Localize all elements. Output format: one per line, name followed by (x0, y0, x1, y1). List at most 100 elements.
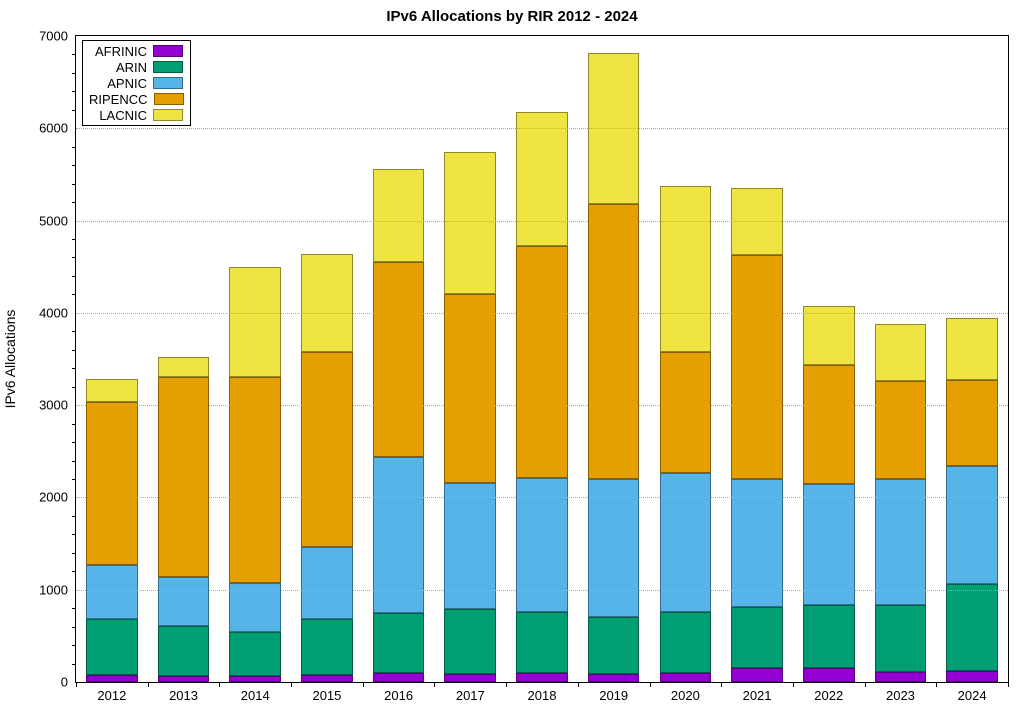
y-tick-label: 2000 (39, 490, 68, 505)
bar-segment-lacnic (301, 254, 353, 352)
minor-tick (72, 73, 76, 74)
legend-swatch-ripencc (154, 93, 184, 105)
minor-tick (72, 387, 76, 388)
minor-tick (72, 664, 76, 665)
bar-segment-afrinic (86, 675, 138, 682)
legend-row: AFRINIC (89, 43, 184, 59)
x-tick-label: 2014 (241, 688, 270, 703)
grid-line (76, 313, 1008, 314)
grid-line (76, 221, 1008, 222)
legend-row: RIPENCC (89, 91, 184, 107)
chart-title: IPv6 Allocations by RIR 2012 - 2024 (0, 8, 1024, 25)
y-axis-label: IPv6 Allocations (2, 310, 18, 409)
bar-segment-afrinic (516, 673, 568, 682)
bar-segment-apnic (158, 577, 210, 626)
y-tick-label: 0 (61, 675, 68, 690)
minor-tick (72, 276, 76, 277)
bar-segment-ripencc (373, 262, 425, 457)
bar-segment-ripencc (444, 294, 496, 482)
bar-segment-arin (373, 613, 425, 673)
minor-tick (72, 534, 76, 535)
x-tick-label: 2013 (169, 688, 198, 703)
x-tick (76, 682, 77, 687)
x-tick-label: 2024 (958, 688, 987, 703)
x-tick (865, 682, 866, 687)
bar-segment-lacnic (946, 318, 998, 380)
bar-segment-apnic (86, 565, 138, 619)
x-tick-label: 2022 (814, 688, 843, 703)
minor-tick (72, 479, 76, 480)
bar-segment-apnic (803, 484, 855, 606)
x-tick-label: 2021 (743, 688, 772, 703)
bar-segment-afrinic (373, 673, 425, 682)
bar-group (588, 53, 640, 682)
x-tick (650, 682, 651, 687)
bar-segment-arin (731, 607, 783, 668)
minor-tick (72, 54, 76, 55)
minor-tick (72, 571, 76, 572)
legend: AFRINIC ARIN APNIC RIPENCC LACNIC (82, 40, 191, 126)
minor-tick (72, 239, 76, 240)
minor-tick (72, 294, 76, 295)
x-tick-label: 2015 (312, 688, 341, 703)
legend-swatch-arin (153, 61, 183, 73)
minor-tick (72, 608, 76, 609)
x-tick-label: 2023 (886, 688, 915, 703)
grid-line (76, 405, 1008, 406)
minor-tick (72, 165, 76, 166)
legend-swatch-apnic (153, 77, 183, 89)
bar-segment-arin (158, 626, 210, 676)
bar-segment-apnic (301, 547, 353, 619)
bar-group (660, 186, 712, 682)
bar-segment-arin (803, 605, 855, 668)
bars-layer (76, 36, 1008, 682)
legend-row: LACNIC (89, 107, 184, 123)
minor-tick (72, 331, 76, 332)
bar-segment-arin (444, 609, 496, 674)
grid-line (76, 497, 1008, 498)
minor-tick (72, 461, 76, 462)
legend-label-arin: ARIN (89, 60, 147, 75)
bar-group (731, 188, 783, 682)
x-tick (219, 682, 220, 687)
plot-area: AFRINIC ARIN APNIC RIPENCC LACNIC 010002… (75, 35, 1009, 683)
x-tick (578, 682, 579, 687)
legend-row: APNIC (89, 75, 184, 91)
x-tick (148, 682, 149, 687)
x-tick (434, 682, 435, 687)
minor-tick (72, 627, 76, 628)
minor-tick (72, 350, 76, 351)
minor-tick (72, 516, 76, 517)
minor-tick (72, 91, 76, 92)
bar-group (301, 254, 353, 682)
bar-segment-ripencc (86, 402, 138, 564)
bar-segment-ripencc (946, 380, 998, 466)
x-tick-label: 2016 (384, 688, 413, 703)
legend-label-lacnic: LACNIC (89, 108, 147, 123)
x-tick (291, 682, 292, 687)
bar-group (86, 379, 138, 682)
x-tick (506, 682, 507, 687)
bar-group (803, 306, 855, 682)
bar-segment-lacnic (229, 267, 281, 378)
legend-row: ARIN (89, 59, 184, 75)
bar-segment-ripencc (158, 377, 210, 576)
bar-segment-ripencc (229, 377, 281, 583)
bar-segment-arin (229, 632, 281, 676)
bar-segment-afrinic (660, 673, 712, 682)
legend-label-afrinic: AFRINIC (89, 44, 147, 59)
x-tick-label: 2017 (456, 688, 485, 703)
x-tick (363, 682, 364, 687)
minor-tick (72, 553, 76, 554)
bar-segment-lacnic (444, 152, 496, 294)
bar-segment-apnic (588, 479, 640, 617)
x-tick-label: 2019 (599, 688, 628, 703)
y-tick-label: 3000 (39, 398, 68, 413)
minor-tick (72, 424, 76, 425)
bar-segment-arin (86, 619, 138, 674)
bar-segment-afrinic (301, 675, 353, 682)
bar-segment-apnic (946, 466, 998, 584)
bar-segment-arin (588, 617, 640, 673)
bar-segment-arin (516, 612, 568, 673)
bar-segment-afrinic (229, 676, 281, 682)
